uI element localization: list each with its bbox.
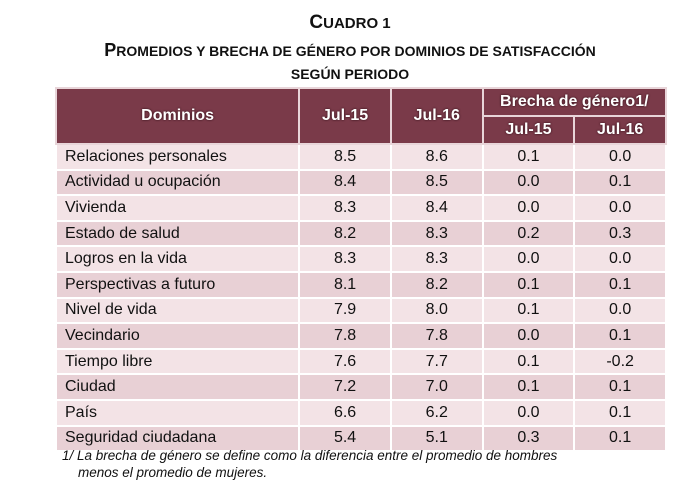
table-row: País 6.6 6.2 0.0 0.1 — [54, 398, 667, 427]
footnote: 1/ La brecha de género se define como la… — [62, 447, 662, 481]
brecha-jul15-cell: 0.1 — [481, 347, 576, 376]
header-brecha-jul16: Jul-16 — [573, 115, 667, 145]
domain-cell: Seguridad ciudadana — [54, 424, 301, 453]
brecha-jul15-cell: 0.3 — [481, 424, 576, 453]
brecha-jul16-cell: 0.1 — [573, 398, 667, 427]
table-row: Vivienda 8.3 8.4 0.0 0.0 — [54, 194, 667, 222]
brecha-jul16-cell: 0.0 — [573, 194, 667, 222]
table-row: Relaciones personales 8.5 8.6 0.1 0.0 — [54, 143, 667, 171]
domain-cell: Nivel de vida — [54, 296, 301, 325]
domain-cell: Vecindario — [54, 322, 301, 350]
brecha-jul15-cell: 0.1 — [481, 143, 576, 171]
table-row: Perspectivas a futuro 8.1 8.2 0.1 0.1 — [54, 270, 667, 299]
jul15-cell: 8.4 — [298, 168, 392, 197]
domain-cell: Actividad u ocupación — [54, 168, 301, 197]
domain-cell: Tiempo libre — [54, 347, 301, 376]
jul15-cell: 6.6 — [298, 398, 392, 427]
table-row: Actividad u ocupación 8.4 8.5 0.0 0.1 — [54, 168, 667, 197]
brecha-jul15-cell: 0.0 — [481, 168, 576, 197]
brecha-jul15-cell: 0.0 — [481, 194, 576, 222]
jul16-cell: 7.8 — [389, 322, 484, 350]
jul15-cell: 7.2 — [298, 373, 392, 401]
jul16-cell: 8.0 — [389, 296, 484, 325]
satisfaction-table: Dominios Jul-15 Jul-16 Brecha de género1… — [54, 87, 668, 453]
brecha-jul15-cell: 0.0 — [481, 398, 576, 427]
brecha-jul16-cell: 0.1 — [573, 424, 667, 453]
brecha-jul16-cell: 0.0 — [573, 296, 667, 325]
footnote-line-1: 1/ La brecha de género se define como la… — [62, 448, 558, 463]
jul15-cell: 8.3 — [298, 194, 392, 222]
table-row: Tiempo libre 7.6 7.7 0.1 -0.2 — [54, 347, 667, 376]
jul16-cell: 7.7 — [389, 347, 484, 376]
brecha-jul15-cell: 0.2 — [481, 219, 576, 248]
brecha-jul15-cell: 0.1 — [481, 373, 576, 401]
jul16-cell: 6.2 — [389, 398, 484, 427]
jul16-cell: 8.4 — [389, 194, 484, 222]
table-row: Vecindario 7.8 7.8 0.0 0.1 — [54, 322, 667, 350]
jul15-cell: 8.2 — [298, 219, 392, 248]
brecha-jul16-cell: 0.1 — [573, 168, 667, 197]
header-brecha-jul15: Jul-15 — [481, 115, 576, 145]
table-row: Ciudad 7.2 7.0 0.1 0.1 — [54, 373, 667, 401]
table-row: Logros en la vida 8.3 8.3 0.0 0.0 — [54, 245, 667, 273]
brecha-jul16-cell: 0.1 — [573, 270, 667, 299]
domain-cell: Vivienda — [54, 194, 301, 222]
jul16-cell: 7.0 — [389, 373, 484, 401]
brecha-jul16-cell: 0.1 — [573, 322, 667, 350]
table-subheading: SEGÚN PERIODO — [290, 66, 410, 82]
brecha-jul16-cell: 0.1 — [573, 373, 667, 401]
header-jul15: Jul-15 — [298, 87, 392, 145]
jul15-cell: 7.8 — [298, 322, 392, 350]
jul15-cell: 8.3 — [298, 245, 392, 273]
domain-cell: Estado de salud — [54, 219, 301, 248]
jul15-cell: 8.5 — [298, 143, 392, 171]
brecha-jul15-cell: 0.1 — [481, 270, 576, 299]
domain-cell: Relaciones personales — [54, 143, 301, 171]
jul15-cell: 8.1 — [298, 270, 392, 299]
header-jul16: Jul-16 — [389, 87, 484, 145]
jul16-cell: 8.6 — [389, 143, 484, 171]
domain-cell: Perspectivas a futuro — [54, 270, 301, 299]
jul15-cell: 5.4 — [298, 424, 392, 453]
brecha-jul16-cell: 0.3 — [573, 219, 667, 248]
brecha-jul16-cell: 0.0 — [573, 143, 667, 171]
header-brecha: Brecha de género1/ — [481, 87, 668, 117]
domain-cell: País — [54, 398, 301, 427]
brecha-jul15-cell: 0.1 — [481, 296, 576, 325]
table-row: Estado de salud 8.2 8.3 0.2 0.3 — [54, 219, 667, 248]
table-row: Nivel de vida 7.9 8.0 0.1 0.0 — [54, 296, 667, 325]
footnote-line-2: menos el promedio de mujeres. — [78, 465, 268, 480]
domain-cell: Ciudad — [54, 373, 301, 401]
header-dominios: Dominios — [54, 87, 301, 145]
jul16-cell: 8.3 — [389, 219, 484, 248]
table-heading: PROMEDIOS Y BRECHA DE GÉNERO POR DOMINIO… — [104, 40, 596, 60]
jul16-cell: 8.2 — [389, 270, 484, 299]
brecha-jul16-cell: -0.2 — [573, 347, 667, 376]
brecha-jul16-cell: 0.0 — [573, 245, 667, 273]
brecha-jul15-cell: 0.0 — [481, 322, 576, 350]
table-row: Seguridad ciudadana 5.4 5.1 0.3 0.1 — [54, 424, 667, 453]
jul15-cell: 7.6 — [298, 347, 392, 376]
brecha-jul15-cell: 0.0 — [481, 245, 576, 273]
domain-cell: Logros en la vida — [54, 245, 301, 273]
cuadro-label: CUADRO 1 — [309, 12, 391, 33]
jul16-cell: 5.1 — [389, 424, 484, 453]
jul16-cell: 8.3 — [389, 245, 484, 273]
jul16-cell: 8.5 — [389, 168, 484, 197]
jul15-cell: 7.9 — [298, 296, 392, 325]
